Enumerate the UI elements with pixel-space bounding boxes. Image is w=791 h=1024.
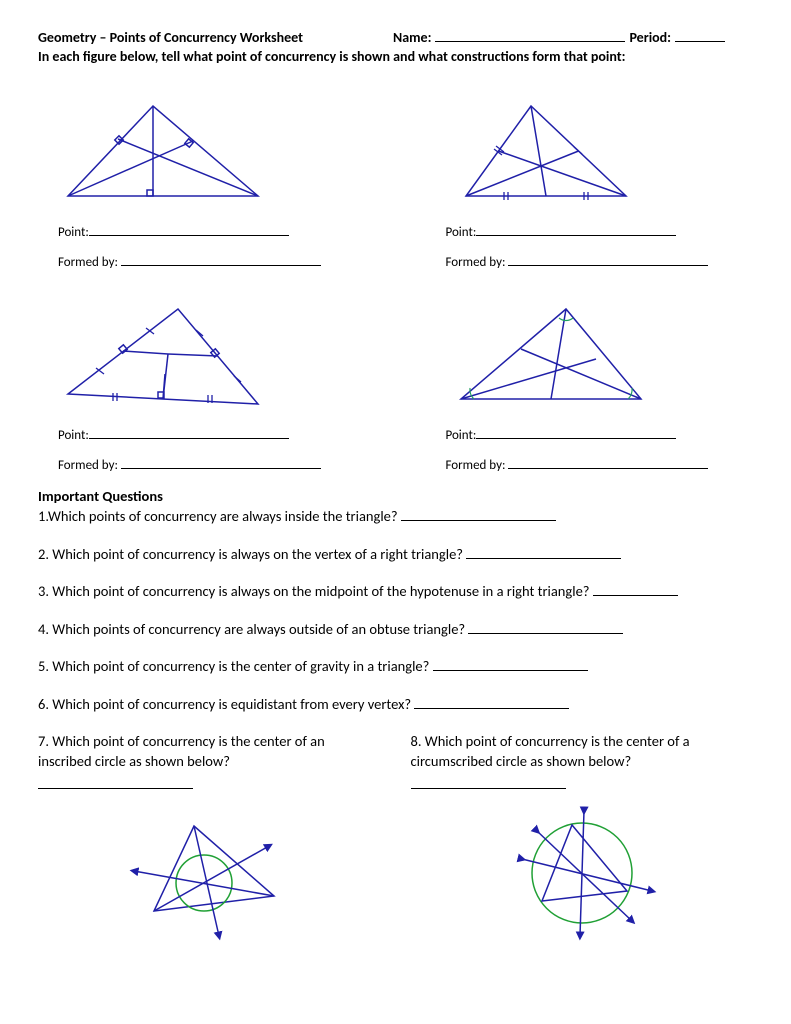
q1-blank[interactable] xyxy=(401,508,556,521)
q6-blank[interactable] xyxy=(414,696,569,709)
figure-3: Point: Formed by: xyxy=(38,286,366,479)
figure-4-formed-blank[interactable] xyxy=(508,457,708,469)
figure-3-formed-blank[interactable] xyxy=(121,457,321,469)
figure-2-formed-row: Formed by: xyxy=(426,254,754,270)
inscribed-circle-diagram xyxy=(38,801,381,941)
q4-text: 4. Which points of concurrency are alway… xyxy=(38,620,465,638)
name-label: Name: xyxy=(393,29,431,46)
figure-3-point-blank[interactable] xyxy=(89,427,289,439)
question-7: 7. Which point of concurrency is the cen… xyxy=(38,732,381,940)
figure-4-point-blank[interactable] xyxy=(476,427,676,439)
q3-blank[interactable] xyxy=(593,583,678,596)
q7-blank[interactable] xyxy=(38,776,193,789)
q6-text: 6. Which point of concurrency is equidis… xyxy=(38,695,411,713)
q4-blank[interactable] xyxy=(468,621,623,634)
circumscribed-circle-diagram xyxy=(411,801,754,941)
formed-by-label: Formed by: xyxy=(58,458,118,473)
q7-text: 7. Which point of concurrency is the cen… xyxy=(38,732,325,770)
figure-1-formed-row: Formed by: xyxy=(38,254,366,270)
formed-by-label: Formed by: xyxy=(446,255,506,270)
worksheet-header: Geometry – Points of Concurrency Workshe… xyxy=(38,28,753,46)
figure-2-point-row: Point: xyxy=(426,224,754,240)
point-label: Point: xyxy=(446,428,477,443)
figure-1-point-row: Point: xyxy=(38,224,366,240)
point-label: Point: xyxy=(58,225,89,240)
point-label: Point: xyxy=(58,428,89,443)
figure-2-diagram xyxy=(426,83,754,218)
formed-by-label: Formed by: xyxy=(58,255,118,270)
questions-7-8-row: 7. Which point of concurrency is the cen… xyxy=(38,732,753,940)
question-2: 2. Which point of concurrency is always … xyxy=(38,545,753,565)
important-questions-heading: Important Questions xyxy=(38,487,753,505)
figure-3-formed-row: Formed by: xyxy=(38,457,366,473)
q3-text: 3. Which point of concurrency is always … xyxy=(38,582,590,600)
figure-1-diagram xyxy=(38,83,366,218)
point-label: Point: xyxy=(446,225,477,240)
figure-1-point-blank[interactable] xyxy=(89,224,289,236)
figure-2: Point: Formed by: xyxy=(426,83,754,276)
q5-text: 5. Which point of concurrency is the cen… xyxy=(38,657,429,675)
q2-text: 2. Which point of concurrency is always … xyxy=(38,545,463,563)
q1-text: 1.Which points of concurrency are always… xyxy=(38,507,398,525)
instruction-text: In each figure below, tell what point of… xyxy=(38,48,753,65)
period-blank[interactable] xyxy=(675,28,725,42)
question-1: 1.Which points of concurrency are always… xyxy=(38,507,753,527)
question-3: 3. Which point of concurrency is always … xyxy=(38,582,753,602)
name-blank[interactable] xyxy=(435,28,625,42)
question-4: 4. Which points of concurrency are alway… xyxy=(38,620,753,640)
worksheet-title: Geometry – Points of Concurrency Workshe… xyxy=(38,29,303,46)
figure-4-formed-row: Formed by: xyxy=(426,457,754,473)
q2-blank[interactable] xyxy=(466,546,621,559)
figure-4-diagram xyxy=(426,286,754,421)
figure-3-point-row: Point: xyxy=(38,427,366,443)
figures-grid: Point: Formed by: xyxy=(38,83,753,479)
figure-3-diagram xyxy=(38,286,366,421)
question-8: 8. Which point of concurrency is the cen… xyxy=(411,732,754,940)
figure-4: Point: Formed by: xyxy=(426,286,754,479)
figure-2-formed-blank[interactable] xyxy=(508,254,708,266)
figure-1-formed-blank[interactable] xyxy=(121,254,321,266)
q8-blank[interactable] xyxy=(411,776,566,789)
question-5: 5. Which point of concurrency is the cen… xyxy=(38,657,753,677)
q5-blank[interactable] xyxy=(433,658,588,671)
period-label: Period: xyxy=(629,29,671,46)
figure-1: Point: Formed by: xyxy=(38,83,366,276)
formed-by-label: Formed by: xyxy=(446,458,506,473)
question-6: 6. Which point of concurrency is equidis… xyxy=(38,695,753,715)
q8-text: 8. Which point of concurrency is the cen… xyxy=(411,732,690,770)
figure-2-point-blank[interactable] xyxy=(476,224,676,236)
figure-4-point-row: Point: xyxy=(426,427,754,443)
